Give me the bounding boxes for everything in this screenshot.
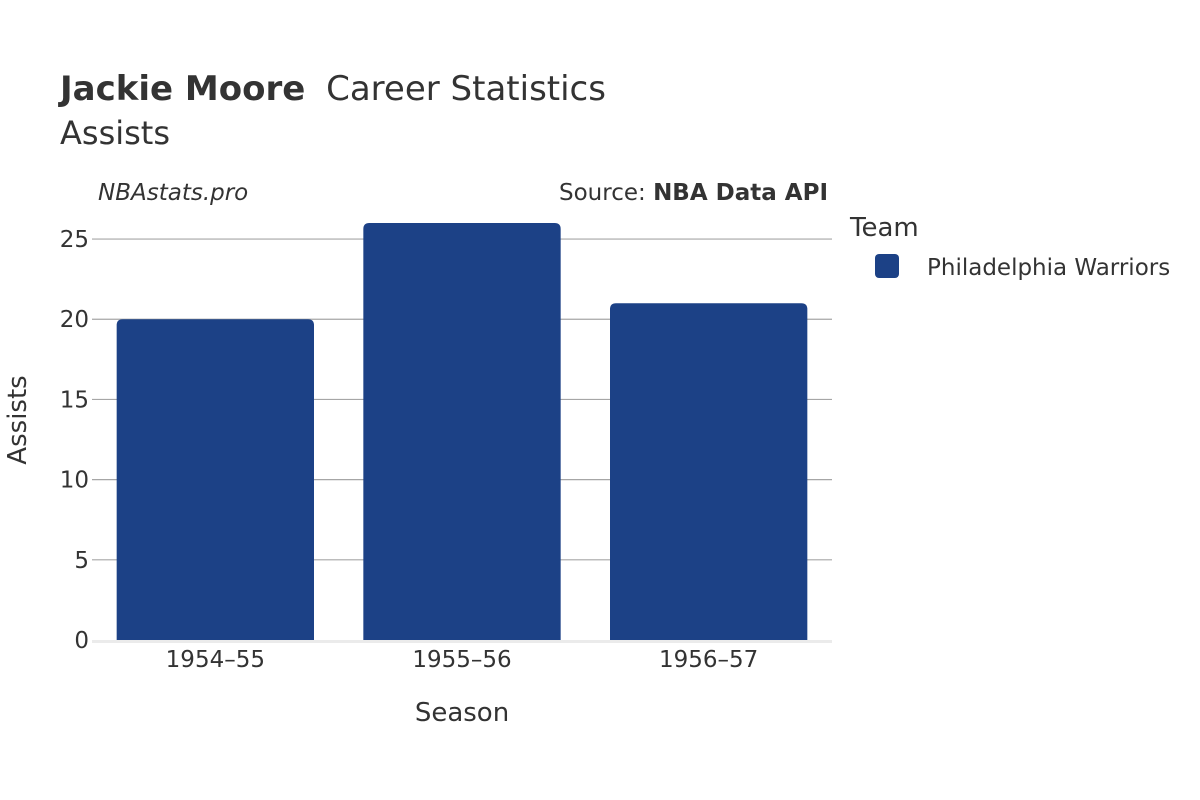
y-tick-label: 20 xyxy=(60,307,89,333)
x-tick-label: 1955–56 xyxy=(412,647,511,673)
bars xyxy=(116,223,808,641)
chart-title-rest: Career Statistics xyxy=(326,69,606,109)
y-tick-label: 10 xyxy=(60,468,89,494)
y-axis-ticks: 0 5 10 15 20 25 xyxy=(60,227,89,654)
bar-1955–56[interactable] xyxy=(363,223,561,641)
legend-title: Team xyxy=(849,213,919,243)
x-axis-title: Season xyxy=(415,698,509,728)
y-tick-label: 25 xyxy=(60,227,89,253)
legend-entry-label[interactable]: Philadelphia Warriors xyxy=(927,255,1170,281)
y-axis-title: Assists xyxy=(3,375,33,464)
source-prefix: Source: xyxy=(559,180,653,206)
y-tick-label: 0 xyxy=(74,628,89,654)
x-tick-label: 1954–55 xyxy=(166,647,265,673)
bar-1954–55[interactable] xyxy=(116,319,315,640)
legend-swatch[interactable] xyxy=(875,254,899,278)
legend[interactable]: Team Philadelphia Warriors xyxy=(849,213,1170,281)
x-axis-ticks: 1954–55 1955–56 1956–57 xyxy=(166,647,759,673)
y-tick-label: 15 xyxy=(60,387,89,413)
source-credit: Source: NBA Data API xyxy=(559,180,828,206)
chart-subtitle: Assists xyxy=(60,114,170,152)
y-tick-label: 5 xyxy=(74,548,89,574)
site-credit: NBAstats.pro xyxy=(98,180,248,206)
bar-1956–57[interactable] xyxy=(610,303,808,640)
chart-title-player: Jackie Moore xyxy=(58,69,305,109)
chart-title: Jackie Moore Career Statistics xyxy=(58,69,606,109)
source-name: NBA Data API xyxy=(653,180,828,206)
x-tick-label: 1956–57 xyxy=(659,647,758,673)
